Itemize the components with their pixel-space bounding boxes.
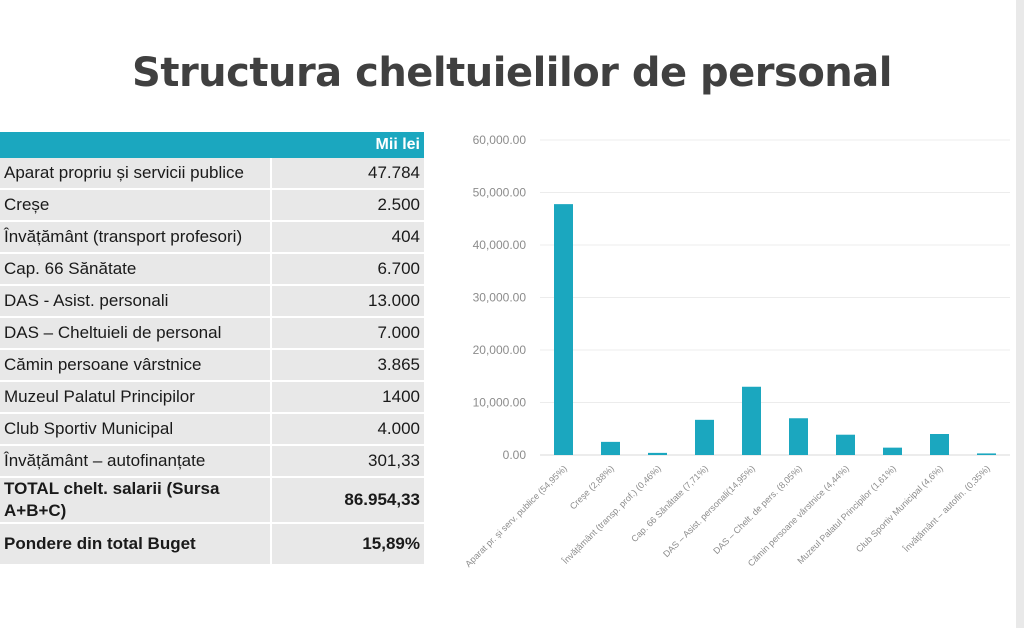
bar (648, 452, 667, 455)
row-value: 1400 (271, 381, 424, 414)
total-label: TOTAL chelt. salarii (Sursa A+B+C) (0, 477, 272, 524)
row-label: DAS - Asist. personali (0, 285, 272, 318)
x-tick-label: Creșe (2,88%) (568, 463, 616, 511)
table-row: Creșe 2.500 (0, 189, 424, 222)
x-tick-label: Cămin persoane vârstnice (4,44%) (746, 463, 851, 568)
table-row: Învățământ (transport profesori) 404 (0, 221, 424, 254)
row-label: Cap. 66 Sănătate (0, 253, 272, 286)
bar (883, 447, 902, 455)
budget-share-row: Pondere din total Buget 15,89% (0, 523, 424, 566)
row-value: 6.700 (271, 253, 424, 286)
x-tick-label: Muzeul Palatul Principilor (1,61%) (795, 463, 898, 566)
row-label: Creșe (0, 189, 272, 222)
x-tick-label: Club Sportiv Municipal (4,6%) (854, 463, 945, 554)
table-row: Învățământ – autofinanțate 301,33 (0, 445, 424, 478)
budget-share-label: Pondere din total Buget (0, 523, 272, 566)
bar (554, 204, 573, 455)
x-tick-label: DAS – Asist. personali(14,95%) (661, 463, 757, 559)
y-tick-label: 10,000.00 (473, 396, 527, 410)
x-tick-label: DAS – Chelt. de pers. (8,05%) (711, 463, 804, 556)
row-value: 7.000 (271, 317, 424, 350)
y-tick-label: 40,000.00 (473, 238, 527, 252)
total-value: 86.954,33 (271, 477, 424, 524)
row-label: Muzeul Palatul Principilor (0, 381, 272, 414)
table-row: Cămin persoane vârstnice 3.865 (0, 349, 424, 382)
x-tick-label: Cap. 66 Sănătate (7,71%) (629, 463, 710, 544)
row-label: DAS – Cheltuieli de personal (0, 317, 272, 350)
x-tick-label: Aparat pr. și serv. publice (54,95%) (463, 463, 569, 569)
table-row: Muzeul Palatul Principilor 1400 (0, 381, 424, 414)
row-label: Club Sportiv Municipal (0, 413, 272, 446)
page-title: Structura cheltuielilor de personal (132, 50, 892, 96)
table-row: Aparat propriu și servicii publice 47.78… (0, 158, 424, 190)
expense-table: Mii lei Aparat propriu și servicii publi… (0, 132, 424, 566)
x-tick-label: Învățământ – autofin. (0,35%) (901, 463, 992, 554)
bar-chart: 0.00 10,000.00 20,000.00 30,000.00 40,000.00… (463, 133, 1010, 569)
right-edge-strip (1016, 0, 1024, 628)
row-value: 3.865 (271, 349, 424, 382)
total-row: TOTAL chelt. salarii (Sursa A+B+C) 86.95… (0, 477, 424, 524)
y-tick-label: 0.00 (503, 448, 527, 462)
table-row: DAS - Asist. personali 13.000 (0, 285, 424, 318)
bar (836, 434, 855, 455)
bar (695, 419, 714, 455)
row-label: Învățământ – autofinanțate (0, 445, 272, 478)
bar (930, 434, 949, 455)
y-tick-label: 50,000.00 (473, 186, 527, 200)
table-row: DAS – Cheltuieli de personal 7.000 (0, 317, 424, 350)
row-value: 404 (271, 221, 424, 254)
row-label: Aparat propriu și servicii publice (0, 158, 272, 190)
row-label: Cămin persoane vârstnice (0, 349, 272, 382)
row-value: 2.500 (271, 189, 424, 222)
table-header-label (0, 132, 271, 158)
y-tick-label: 60,000.00 (473, 133, 527, 147)
bar (789, 418, 808, 455)
bar (742, 386, 761, 455)
row-value: 47.784 (271, 158, 424, 190)
table-header-unit: Mii lei (271, 132, 424, 158)
row-value: 301,33 (271, 445, 424, 478)
row-value: 4.000 (271, 413, 424, 446)
y-tick-label: 30,000.00 (473, 291, 527, 305)
row-label: Învățământ (transport profesori) (0, 221, 272, 254)
x-tick-label: Învățământ (transp. prof.) (0,46%) (560, 463, 663, 566)
table-row: Club Sportiv Municipal 4.000 (0, 413, 424, 446)
table-header-row: Mii lei (0, 132, 424, 158)
bar (601, 441, 620, 455)
row-value: 13.000 (271, 285, 424, 318)
y-tick-label: 20,000.00 (473, 343, 527, 357)
bar (977, 453, 996, 455)
table-row: Cap. 66 Sănătate 6.700 (0, 253, 424, 286)
budget-share-value: 15,89% (271, 523, 424, 566)
